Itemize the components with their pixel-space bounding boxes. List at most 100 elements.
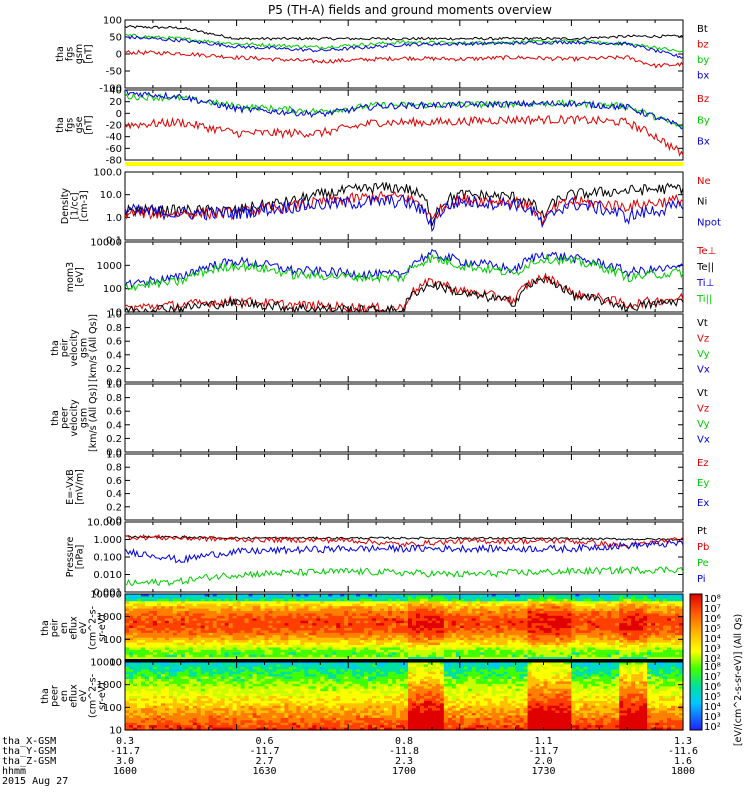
- heatmap-cell: [527, 652, 533, 656]
- heatmap-cell: [356, 637, 361, 641]
- heatmap-cell: [304, 618, 309, 622]
- heatmap-cell: [132, 620, 138, 624]
- heatmap-cell: [164, 598, 170, 602]
- heatmap-cell: [228, 606, 234, 610]
- heatmap-cell: [132, 637, 138, 641]
- heatmap-cell: [459, 598, 465, 602]
- heatmap-cell: [627, 620, 632, 624]
- heatmap-cell: [467, 630, 473, 634]
- series-line-Pi: [124, 539, 684, 564]
- heatmap-cell: [567, 635, 572, 639]
- heatmap-cell: [384, 635, 389, 639]
- heatmap-cell: [643, 640, 648, 644]
- heatmap-cell: [144, 613, 150, 617]
- heatmap-cell: [160, 640, 166, 644]
- heatmap-cell: [140, 598, 146, 602]
- heatmap-cell: [447, 632, 453, 636]
- heatmap-cell: [188, 615, 194, 619]
- heatmap-cell: [667, 647, 672, 651]
- heatmap-cell: [272, 606, 278, 610]
- heatmap-cell: [431, 652, 437, 656]
- heatmap-cell: [535, 615, 541, 619]
- heatmap-cell: [463, 606, 469, 610]
- heatmap-cell: [507, 628, 513, 632]
- heatmap-cell: [543, 628, 549, 632]
- heatmap-cell: [547, 657, 553, 661]
- heatmap-cell: [603, 647, 608, 651]
- heatmap-cell: [136, 683, 142, 687]
- heatmap-cell: [527, 618, 533, 622]
- heatmap-cell: [396, 632, 401, 636]
- heatmap-cell: [655, 611, 660, 615]
- heatmap-cell: [507, 647, 513, 651]
- heatmap-cell: [312, 625, 317, 629]
- heatmap-cell: [236, 657, 242, 661]
- heatmap-cell: [599, 623, 604, 627]
- heatmap-cell: [404, 649, 409, 653]
- heatmap-cell: [228, 618, 234, 622]
- heatmap-cell: [180, 623, 186, 627]
- heatmap-cell: [340, 642, 345, 646]
- heatmap-cell: [156, 713, 162, 717]
- heatmap-cell: [304, 630, 309, 634]
- heatmap-cell: [376, 603, 381, 607]
- heatmap-cell: [376, 635, 381, 639]
- heatmap-cell: [463, 594, 469, 598]
- heatmap-cell: [647, 642, 652, 646]
- heatmap-cell: [232, 598, 238, 602]
- heatmap-cell: [240, 598, 246, 602]
- heatmap-cell: [324, 615, 329, 619]
- heatmap-cell: [332, 654, 337, 658]
- heatmap-cell: [543, 603, 549, 607]
- heatmap-cell: [495, 654, 501, 658]
- heatmap-cell: [260, 645, 266, 649]
- heatmap-cell: [256, 606, 262, 610]
- heatmap-cell: [280, 618, 286, 622]
- heatmap-cell: [196, 606, 202, 610]
- heatmap-cell: [196, 630, 202, 634]
- heatmap-cell: [188, 674, 194, 678]
- heatmap-cell: [603, 623, 608, 627]
- heatmap-cell: [128, 671, 134, 675]
- heatmap-cell: [439, 649, 445, 653]
- heatmap-cell: [220, 645, 226, 649]
- heatmap-cell: [495, 652, 501, 656]
- heatmap-cell: [607, 628, 612, 632]
- heatmap-cell: [511, 645, 517, 649]
- heatmap-cell: [288, 642, 293, 646]
- heatmap-cell: [483, 630, 489, 634]
- heatmap-cell: [132, 683, 138, 687]
- heatmap-cell: [125, 696, 130, 700]
- heatmap-cell: [180, 640, 186, 644]
- heatmap-cell: [615, 623, 620, 627]
- heatmap-cell: [679, 598, 684, 602]
- heatmap-cell: [216, 649, 222, 653]
- heatmap-cell: [647, 603, 652, 607]
- heatmap-cell: [595, 603, 600, 607]
- heatmap-cell: [212, 635, 218, 639]
- heatmap-cell: [152, 715, 158, 719]
- heatmap-cell: [427, 652, 433, 656]
- heatmap-cell: [547, 606, 553, 610]
- heatmap-cell: [288, 618, 293, 622]
- heatmap-cell: [284, 613, 290, 617]
- heatmap-cell: [276, 611, 282, 615]
- heatmap-cell: [531, 618, 537, 622]
- heatmap-cell: [164, 608, 170, 612]
- heatmap-cell: [431, 640, 437, 644]
- heatmap-cell: [380, 603, 385, 607]
- heatmap-cell: [136, 613, 142, 617]
- heatmap-cell: [228, 642, 234, 646]
- heatmap-cell: [427, 645, 433, 649]
- heatmap-cell: [248, 642, 254, 646]
- heatmap-cell: [320, 632, 325, 636]
- heatmap-cell: [140, 620, 146, 624]
- heatmap-cell: [623, 615, 628, 619]
- heatmap-cell: [268, 649, 274, 653]
- heatmap-cell: [527, 640, 533, 644]
- heatmap-cell: [136, 717, 142, 721]
- heatmap-cell: [651, 615, 656, 619]
- heatmap-cell: [419, 601, 425, 605]
- heatmap-cell: [555, 640, 561, 644]
- heatmap-cell: [419, 630, 425, 634]
